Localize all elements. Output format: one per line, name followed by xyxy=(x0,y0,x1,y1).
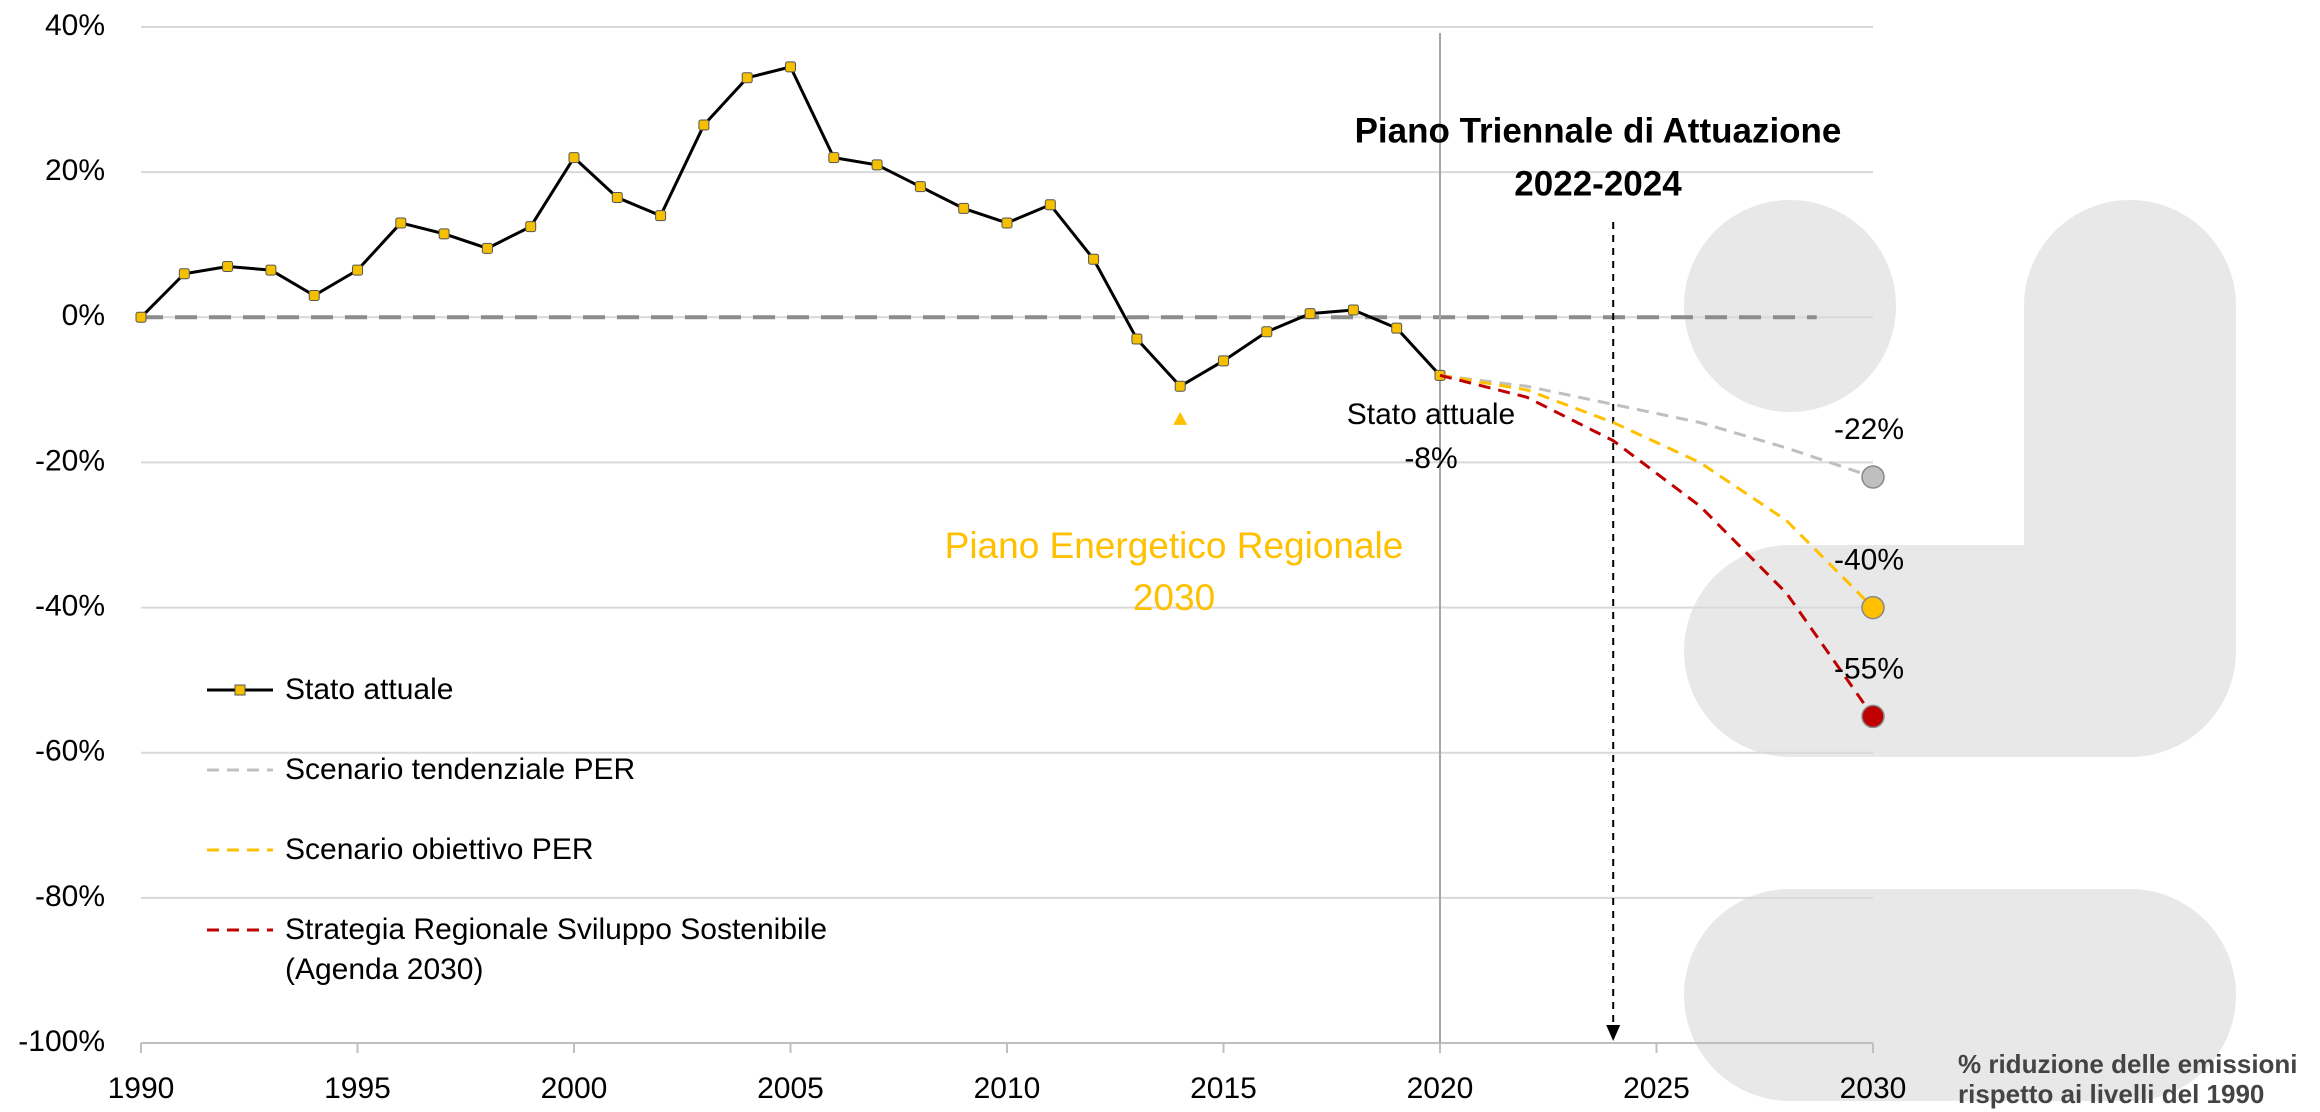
point xyxy=(828,152,840,164)
point xyxy=(1044,199,1056,211)
legend-item: Stato attuale xyxy=(205,670,965,710)
point xyxy=(1347,304,1359,316)
legend-swatch xyxy=(207,928,273,932)
data-label: -40% xyxy=(1834,543,1904,576)
point xyxy=(568,152,580,164)
legend-label: Scenario obiettivo PER xyxy=(285,833,594,866)
x-tick-label: 2020 xyxy=(1407,1072,1474,1105)
legend-item: Strategia Regionale Sviluppo Sostenibile… xyxy=(205,910,965,990)
legend-swatch xyxy=(207,768,273,772)
y-tick-label: -80% xyxy=(35,880,105,913)
annotation: -8% xyxy=(1404,442,1457,475)
footnote: rispetto ai livelli del 1990 xyxy=(1958,1079,2264,1109)
annotation-marker xyxy=(1173,411,1188,425)
data-label: -22% xyxy=(1834,413,1904,446)
point xyxy=(352,264,363,276)
point xyxy=(914,181,926,193)
point xyxy=(438,228,450,240)
legend-item: Scenario tendenziale PER xyxy=(205,750,965,790)
point xyxy=(308,290,320,302)
point xyxy=(1174,380,1186,392)
point xyxy=(222,260,234,272)
point xyxy=(785,61,796,73)
series-line xyxy=(1439,373,1874,479)
point xyxy=(871,159,883,171)
legend-swatch xyxy=(207,684,273,696)
point xyxy=(1131,333,1143,345)
point xyxy=(1001,217,1013,229)
end-point xyxy=(1861,465,1885,489)
y-tick-label: -20% xyxy=(35,444,105,477)
annotation: 2022-2024 xyxy=(1514,164,1682,203)
annotation: Stato attuale xyxy=(1347,398,1515,431)
point xyxy=(1261,326,1273,338)
legend-item: Scenario obiettivo PER xyxy=(205,830,965,870)
x-tick-label: 2015 xyxy=(1190,1072,1257,1105)
point xyxy=(611,192,623,204)
series-line xyxy=(139,65,1442,389)
point xyxy=(178,268,190,280)
point xyxy=(958,202,970,214)
series-line xyxy=(1439,373,1875,718)
x-tick-label: 1995 xyxy=(324,1072,391,1105)
point xyxy=(1391,322,1403,334)
legend: Stato attuale Scenario tendenziale PER Sce… xyxy=(205,670,965,1030)
y-tick-label: -40% xyxy=(35,589,105,622)
point xyxy=(481,242,493,254)
y-tick-label: 40% xyxy=(45,9,105,42)
annotation: Piano Energetico Regionale xyxy=(945,525,1404,566)
x-tick-label: 2010 xyxy=(974,1072,1041,1105)
legend-label: Scenario tendenziale PER xyxy=(285,753,636,786)
end-point xyxy=(1861,595,1885,620)
y-tick-label: 20% xyxy=(45,154,105,187)
legend-swatch xyxy=(207,848,273,852)
point xyxy=(1304,308,1316,320)
x-tick-label: 1990 xyxy=(108,1072,175,1105)
legend-label: Strategia Regionale Sviluppo Sostenibile… xyxy=(285,913,828,986)
point xyxy=(525,221,537,233)
point xyxy=(655,210,667,222)
arrow-head xyxy=(1606,1025,1621,1041)
series-line xyxy=(1439,373,1875,609)
point xyxy=(698,119,710,131)
data-label: -55% xyxy=(1834,652,1904,685)
y-tick-label: -100% xyxy=(18,1025,105,1058)
point xyxy=(135,311,147,323)
point xyxy=(741,72,753,84)
x-tick-label: 2030 xyxy=(1840,1072,1907,1105)
decoration xyxy=(1684,200,2236,1101)
x-tick-label: 2025 xyxy=(1623,1072,1690,1105)
end-point xyxy=(1861,704,1885,729)
y-tick-label: -60% xyxy=(35,735,105,768)
point xyxy=(1088,253,1100,265)
y-tick-label: 0% xyxy=(62,299,105,332)
point xyxy=(265,264,277,276)
annotation: 2030 xyxy=(1133,577,1215,618)
x-tick-label: 2000 xyxy=(541,1072,608,1105)
legend-label: Stato attuale xyxy=(285,673,454,706)
x-tick-label: 2005 xyxy=(757,1072,824,1105)
point xyxy=(395,217,407,229)
point xyxy=(1218,355,1229,367)
annotation: Piano Triennale di Attuazione xyxy=(1355,111,1842,150)
footnote: % riduzione delle emissioni xyxy=(1958,1049,2298,1079)
